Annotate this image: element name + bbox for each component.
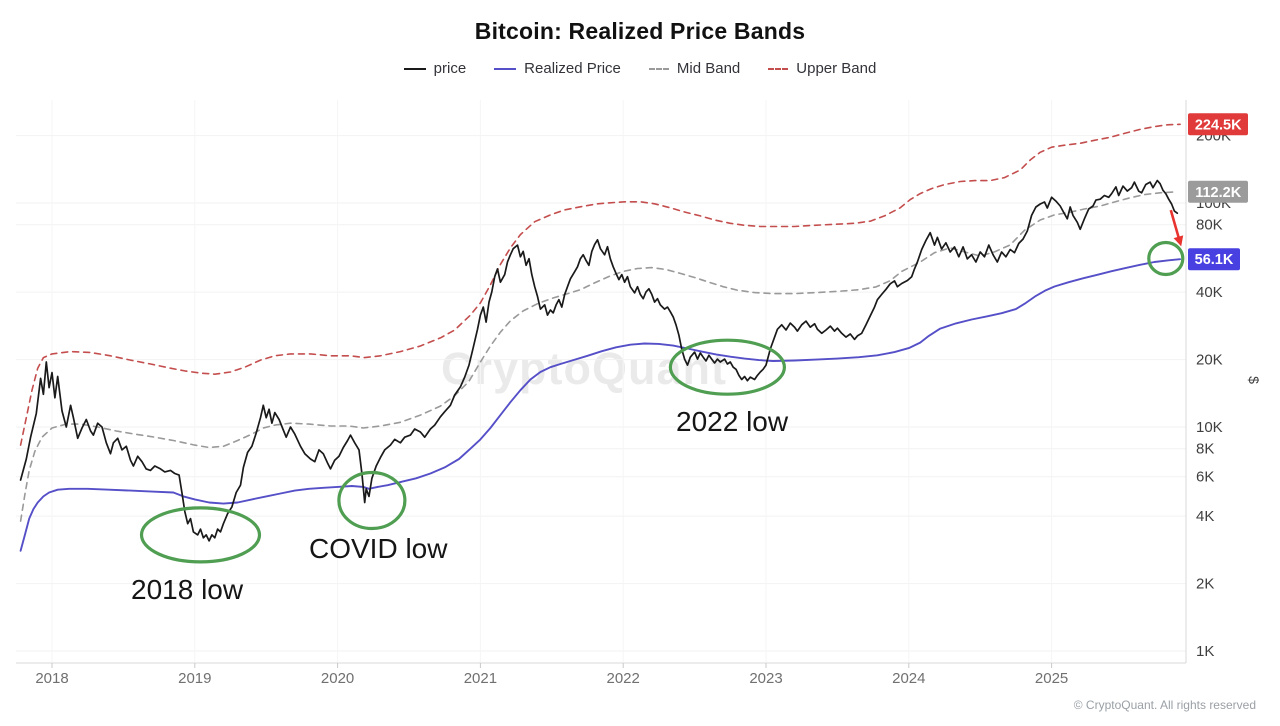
series-line-mid-band: [19, 191, 1179, 522]
series-line-price: [19, 179, 1179, 542]
annotation-2022-low: 2022 low: [676, 406, 789, 437]
price-badge-label: 224.5K: [1195, 117, 1242, 133]
y-tick-label: 1K: [1196, 643, 1214, 660]
chart-legend: price Realized Price Mid Band Upper Band: [0, 60, 1280, 77]
x-tick-label: 2022: [607, 670, 640, 687]
down-arrow-head-icon: [1173, 235, 1184, 247]
x-tick-label: 2020: [321, 670, 354, 687]
page-title: Bitcoin: Realized Price Bands: [474, 18, 806, 44]
legend-label-price: price: [433, 60, 467, 77]
y-axis-unit-label: $: [1246, 376, 1262, 384]
annotation-2018-low: 2018 low: [131, 574, 244, 605]
highlight-circle: [1147, 240, 1185, 277]
y-tick-label: 6K: [1196, 469, 1214, 486]
legend-swatch-realized-price-icon: [494, 67, 517, 70]
price-badge-label: 56.1K: [1195, 252, 1234, 268]
annotation-covid-low: COVID low: [309, 533, 448, 564]
y-tick-label: 10K: [1196, 419, 1223, 436]
y-tick-label: 4K: [1196, 508, 1214, 525]
price-badge-label: 112.2K: [1195, 185, 1241, 201]
y-tick-label: 8K: [1196, 441, 1214, 458]
price-badge: [1188, 113, 1248, 136]
price-badge: [1188, 180, 1248, 203]
highlight-ellipse: [337, 470, 407, 531]
x-tick-label: 2018: [35, 670, 68, 687]
legend-item-realized-price: Realized Price: [494, 60, 621, 77]
y-tick-label: 40K: [1196, 284, 1223, 301]
legend-label-upper-band: Upper Band: [796, 60, 877, 77]
y-tick-label: 80K: [1196, 217, 1223, 234]
y-tick-label: 2K: [1196, 576, 1214, 593]
y-tick-label: 20K: [1196, 352, 1223, 369]
highlight-ellipse: [668, 338, 787, 396]
x-tick-label: 2023: [749, 670, 782, 687]
legend-item-price: price: [403, 60, 467, 77]
x-tick-label: 2025: [1035, 670, 1068, 687]
series-line-realized-price: [19, 258, 1182, 552]
copyright-notice: © CryptoQuant. All rights reserved: [1073, 698, 1256, 712]
highlight-ellipse: [139, 506, 262, 564]
legend-swatch-price-icon: [403, 67, 426, 70]
legend-label-mid-band: Mid Band: [676, 60, 741, 77]
x-tick-label: 2019: [178, 670, 211, 687]
legend-swatch-mid-band-icon: [648, 67, 669, 70]
x-tick-label: 2021: [464, 670, 497, 687]
legend-swatch-upper-band-icon: [768, 67, 789, 70]
price-badge: [1188, 248, 1240, 271]
legend-item-upper-band: Upper Band: [768, 60, 876, 77]
series-line-upper-band: [19, 123, 1181, 446]
legend-item-mid-band: Mid Band: [648, 60, 741, 77]
down-arrow-icon: [1169, 209, 1180, 239]
legend-label-realized-price: Realized Price: [524, 60, 621, 77]
x-tick-label: 2024: [892, 670, 925, 687]
